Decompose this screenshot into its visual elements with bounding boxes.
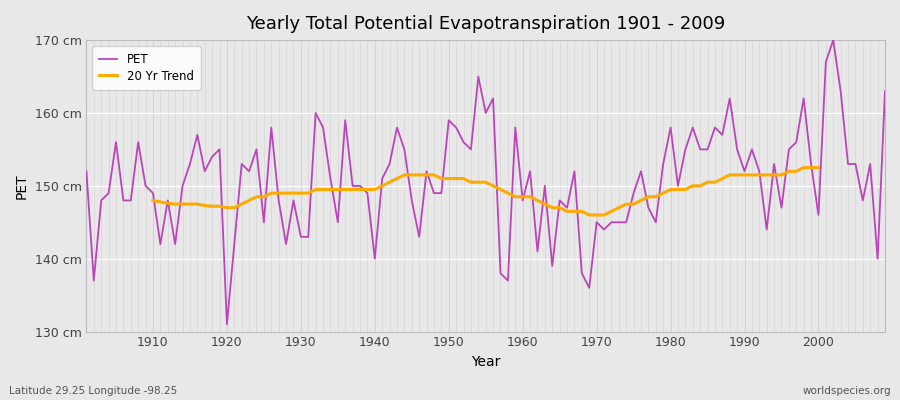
20 Yr Trend bbox=[717, 176, 728, 181]
X-axis label: Year: Year bbox=[471, 355, 500, 369]
PET bbox=[525, 169, 535, 174]
20 Yr Trend bbox=[532, 198, 543, 203]
PET bbox=[81, 169, 92, 174]
20 Yr Trend bbox=[148, 198, 158, 203]
20 Yr Trend bbox=[806, 165, 816, 170]
PET bbox=[355, 184, 365, 188]
20 Yr Trend bbox=[318, 187, 328, 192]
Y-axis label: PET: PET bbox=[15, 173, 29, 199]
Text: Latitude 29.25 Longitude -98.25: Latitude 29.25 Longitude -98.25 bbox=[9, 386, 177, 396]
PET bbox=[614, 220, 625, 225]
PET bbox=[879, 89, 890, 94]
Line: 20 Yr Trend: 20 Yr Trend bbox=[153, 168, 818, 215]
Text: worldspecies.org: worldspecies.org bbox=[803, 386, 891, 396]
PET bbox=[310, 110, 321, 115]
PET bbox=[518, 198, 528, 203]
Line: PET: PET bbox=[86, 40, 885, 324]
20 Yr Trend bbox=[798, 165, 809, 170]
20 Yr Trend bbox=[813, 165, 824, 170]
PET bbox=[221, 322, 232, 327]
Legend: PET, 20 Yr Trend: PET, 20 Yr Trend bbox=[93, 46, 201, 90]
20 Yr Trend bbox=[584, 212, 595, 217]
Title: Yearly Total Potential Evapotranspiration 1901 - 2009: Yearly Total Potential Evapotranspiratio… bbox=[246, 15, 725, 33]
20 Yr Trend bbox=[229, 205, 239, 210]
PET bbox=[828, 38, 839, 42]
20 Yr Trend bbox=[302, 191, 313, 196]
PET bbox=[140, 184, 151, 188]
